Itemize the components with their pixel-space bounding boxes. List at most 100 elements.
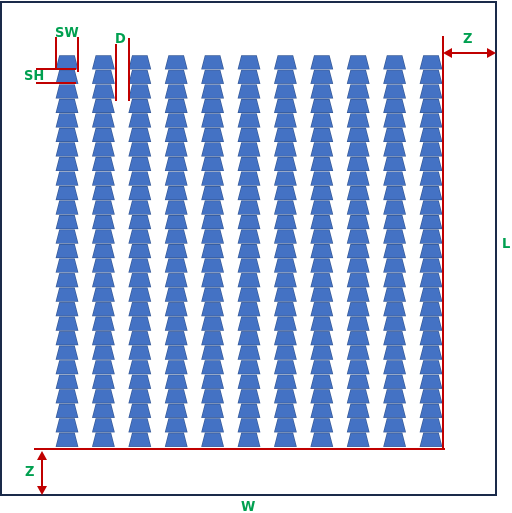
fin-segment (310, 258, 334, 273)
fin-segment (201, 345, 224, 360)
fin-segment (128, 244, 152, 259)
fin-segment (92, 215, 115, 230)
fin-segment (274, 331, 297, 346)
sw-label: SW (55, 26, 79, 41)
fin-segment (201, 156, 224, 172)
sh-label: SH (24, 69, 44, 84)
fin-segment (419, 185, 443, 201)
fin-segment (55, 403, 79, 418)
fin-segment (55, 302, 79, 317)
fin-segment (346, 360, 370, 375)
fin-segment (164, 258, 188, 273)
fin-segment (419, 331, 443, 346)
fin-segment (419, 258, 443, 273)
fin-segment (383, 273, 406, 288)
fin-segment (346, 55, 370, 70)
fin-segment (92, 316, 115, 331)
fin-segment (383, 200, 406, 215)
fin-segment (237, 171, 261, 186)
fin-segment (201, 258, 224, 273)
fin-segment (128, 215, 152, 230)
fin-segment (346, 316, 370, 331)
fin-segment (310, 287, 334, 302)
fin-segment (164, 389, 188, 404)
fin-segment (55, 142, 79, 157)
fin-segment (237, 55, 261, 70)
fin-segment (310, 389, 334, 404)
fin-segment (419, 374, 443, 389)
fin-segment (274, 302, 297, 317)
fin-segment (237, 374, 261, 389)
fin-segment (274, 273, 297, 288)
fin-segment (274, 432, 297, 447)
fin-segment (55, 374, 79, 389)
fin-segment (237, 389, 261, 404)
fin-segment (55, 432, 79, 447)
fin-segment (128, 258, 152, 273)
z-top-arrowhead-right (487, 48, 496, 58)
fin-segment (383, 374, 406, 389)
fin-segment (310, 273, 334, 288)
fin-segment (237, 360, 261, 375)
fin-segment (310, 55, 334, 70)
fin-segment (92, 345, 115, 360)
fin-segment (274, 418, 297, 433)
fin-segment (310, 84, 334, 99)
fin-segment (274, 287, 297, 302)
fin-segment (274, 374, 297, 389)
fin-segment (237, 331, 261, 346)
fin-segment (383, 432, 406, 447)
fin-segment (383, 360, 406, 375)
fin-segment (383, 113, 406, 128)
fin-segment (346, 229, 370, 244)
fin-segment (346, 84, 370, 99)
fin-segment (201, 113, 224, 128)
fin-segment (346, 69, 370, 84)
fin-segment (310, 98, 334, 113)
fin-segment (128, 98, 152, 113)
fin-segment (201, 418, 224, 433)
fin-segment (55, 127, 79, 143)
fin-segment (310, 171, 334, 186)
fin-segment (237, 418, 261, 433)
fin-segment (201, 185, 224, 201)
fin-segment (128, 171, 152, 186)
fin-segment (419, 302, 443, 317)
fin-segment (92, 360, 115, 375)
fin-segment (346, 244, 370, 259)
fin-segment (383, 258, 406, 273)
fin-segment (274, 69, 297, 84)
fin-segment (237, 316, 261, 331)
fin-segment (164, 185, 188, 201)
fin-segment (201, 331, 224, 346)
fin-segment (419, 98, 443, 113)
fin-segment (274, 403, 297, 418)
fin-segment (383, 331, 406, 346)
fin-segment (274, 215, 297, 230)
z-bottom-arrowhead-top (37, 451, 47, 460)
fin-segment (201, 432, 224, 447)
fin-segment (237, 258, 261, 273)
fin-segment (274, 389, 297, 404)
fin-segment (383, 171, 406, 186)
fin-segment (419, 316, 443, 331)
fin-segment (346, 432, 370, 447)
fin-segment (201, 287, 224, 302)
fin-segment (383, 244, 406, 259)
fin-segment (346, 98, 370, 113)
fin-segment (164, 302, 188, 317)
fin-segment (346, 156, 370, 172)
fin-segment (92, 200, 115, 215)
fin-segment (92, 55, 115, 70)
fin-segment (128, 229, 152, 244)
fin-segment (310, 244, 334, 259)
fin-segment (55, 273, 79, 288)
fin-segment (346, 171, 370, 186)
fin-segment (92, 273, 115, 288)
fin-segment (164, 418, 188, 433)
outer-frame (0, 1, 497, 496)
fin-segment (55, 287, 79, 302)
fin-segment (128, 316, 152, 331)
fin-segment (164, 345, 188, 360)
